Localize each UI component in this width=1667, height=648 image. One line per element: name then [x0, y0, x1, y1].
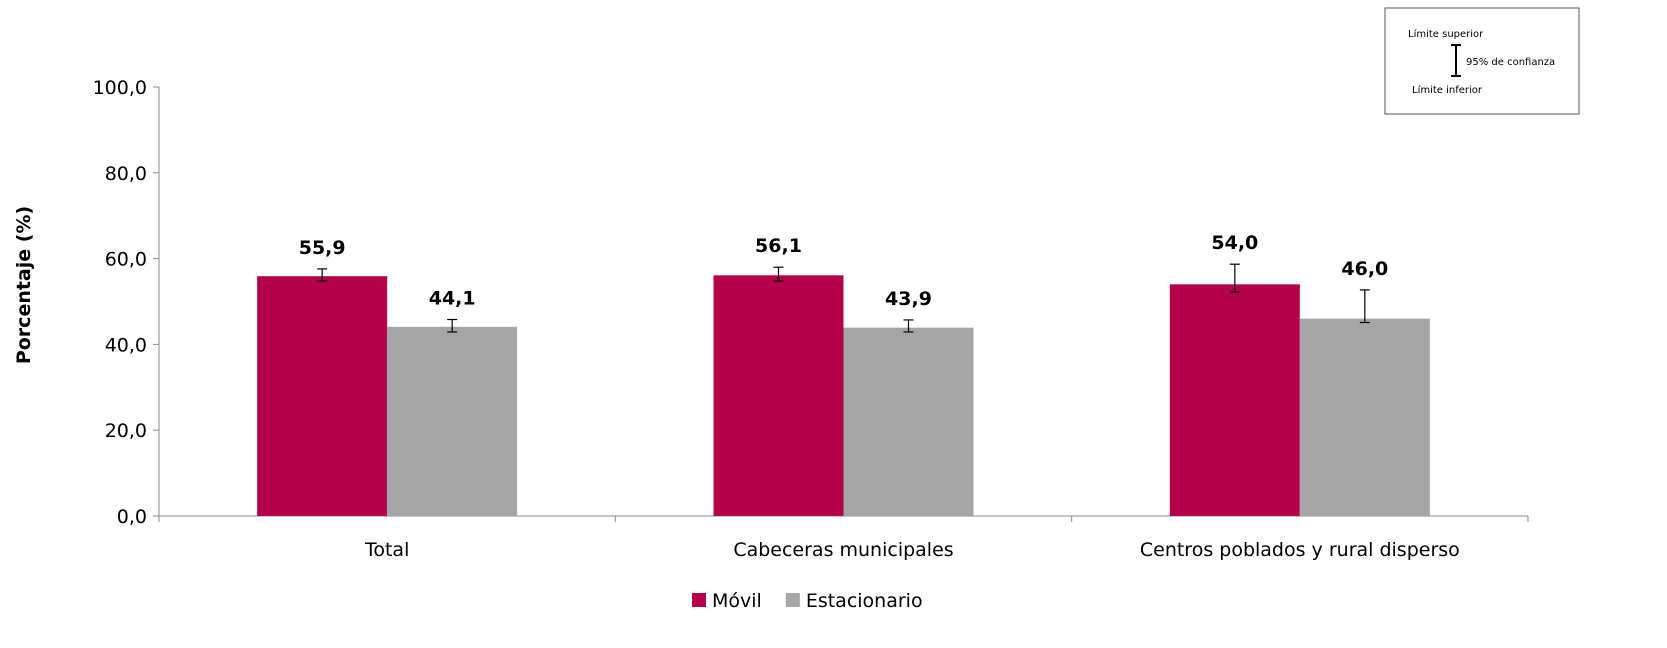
y-tick-label: 0,0: [117, 506, 147, 528]
y-axis: 0,0 20,0 40,0 60,0 80,0 100,0: [93, 77, 160, 528]
x-category-label: Cabeceras municipales: [733, 539, 953, 561]
y-tick-label: 100,0: [93, 77, 147, 99]
legend-label: Móvil: [712, 590, 762, 612]
y-tick-label: 20,0: [105, 420, 147, 442]
bar-estacionario: [843, 327, 974, 516]
ci-upper-label: Límite superior: [1408, 28, 1484, 40]
y-tick-label: 40,0: [105, 334, 147, 356]
ci-lower-label: Límite inferior: [1412, 84, 1483, 96]
data-label: 55,9: [299, 237, 346, 259]
x-axis: Total Cabeceras municipales Centros poblad…: [158, 515, 1529, 561]
y-tick-label: 60,0: [105, 249, 147, 271]
x-category-label: Total: [364, 539, 409, 561]
data-label: 44,1: [429, 288, 476, 310]
legend-label: Estacionario: [806, 590, 923, 612]
legend-swatch: [785, 593, 800, 607]
data-label: 54,0: [1211, 232, 1258, 254]
y-axis-title: Porcentaje (%): [13, 206, 35, 364]
legend-swatch: [692, 593, 706, 607]
bar-movil: [713, 275, 844, 516]
bars: 55,9 56,1 54,0 44,1 43,9 46,0: [257, 232, 1430, 516]
ci-legend-frame: [1384, 7, 1580, 115]
data-label: 46,0: [1341, 258, 1388, 280]
ci-confidence-label: 95% de confianza: [1466, 57, 1555, 68]
data-label: 56,1: [755, 235, 802, 257]
ci-legend-box: Límite superior 95% de confianza Límite …: [1384, 7, 1580, 115]
bar-estacionario: [1299, 318, 1430, 516]
x-category-label: Centros poblados y rural disperso: [1140, 539, 1460, 561]
bar-movil: [257, 276, 388, 516]
y-tick-label: 80,0: [105, 163, 147, 185]
data-label: 43,9: [885, 288, 932, 310]
bar-movil: [1169, 284, 1300, 516]
legend: Móvil Estacionario: [692, 590, 923, 612]
bar-estacionario: [387, 326, 518, 516]
